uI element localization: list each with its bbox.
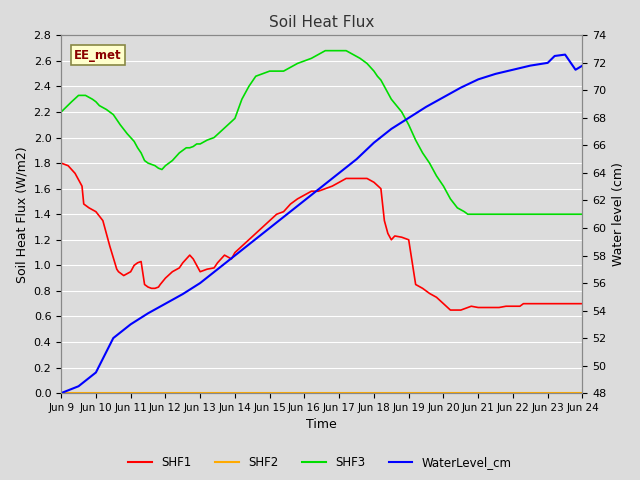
WaterLevel_cm [106, 342, 114, 348]
WaterLevel_cm [318, 184, 326, 190]
WaterLevel_cm [370, 140, 378, 145]
WaterLevel_cm [102, 349, 110, 355]
WaterLevel_cm [353, 156, 360, 162]
SHF3 [321, 48, 329, 54]
WaterLevel_cm [561, 52, 569, 58]
WaterLevel_cm [509, 67, 517, 72]
WaterLevel_cm [492, 71, 499, 77]
Line: SHF3: SHF3 [61, 51, 582, 214]
WaterLevel_cm [422, 104, 430, 110]
WaterLevel_cm [527, 63, 534, 69]
Legend: SHF1, SHF2, SHF3, WaterLevel_cm: SHF1, SHF2, SHF3, WaterLevel_cm [124, 452, 516, 474]
WaterLevel_cm [58, 390, 65, 396]
WaterLevel_cm [474, 76, 482, 82]
WaterLevel_cm [92, 370, 100, 375]
Line: SHF1: SHF1 [61, 163, 582, 310]
WaterLevel_cm [179, 291, 187, 297]
SHF3 [294, 60, 301, 66]
SHF3 [127, 135, 134, 141]
WaterLevel_cm [551, 53, 559, 59]
WaterLevel_cm [579, 63, 586, 69]
WaterLevel_cm [266, 225, 273, 231]
WaterLevel_cm [387, 126, 395, 132]
SHF3 [116, 122, 124, 128]
WaterLevel_cm [214, 266, 221, 272]
WaterLevel_cm [544, 60, 552, 66]
SHF1 [457, 307, 465, 313]
SHF3 [58, 109, 65, 115]
SHF1 [447, 307, 454, 313]
SHF3 [151, 163, 159, 168]
SHF1 [440, 301, 447, 307]
WaterLevel_cm [196, 280, 204, 286]
SHF1 [579, 301, 586, 307]
Line: WaterLevel_cm: WaterLevel_cm [61, 55, 582, 393]
WaterLevel_cm [231, 252, 239, 258]
WaterLevel_cm [335, 170, 343, 176]
WaterLevel_cm [144, 311, 152, 316]
SHF3 [217, 128, 225, 134]
SHF3 [464, 211, 472, 217]
WaterLevel_cm [301, 198, 308, 204]
WaterLevel_cm [127, 322, 134, 327]
SHF1 [450, 307, 458, 313]
WaterLevel_cm [440, 95, 447, 100]
SHF3 [579, 211, 586, 217]
SHF1 [481, 305, 489, 311]
X-axis label: Time: Time [307, 419, 337, 432]
WaterLevel_cm [284, 211, 291, 217]
WaterLevel_cm [109, 335, 117, 341]
WaterLevel_cm [405, 115, 413, 121]
SHF1 [58, 160, 65, 166]
WaterLevel_cm [161, 301, 169, 307]
SHF3 [523, 211, 531, 217]
WaterLevel_cm [75, 384, 83, 389]
Y-axis label: Water level (cm): Water level (cm) [612, 162, 625, 266]
SHF1 [419, 286, 426, 291]
WaterLevel_cm [248, 239, 256, 245]
Y-axis label: Soil Heat Flux (W/m2): Soil Heat Flux (W/m2) [15, 146, 28, 283]
SHF1 [342, 176, 350, 181]
WaterLevel_cm [457, 85, 465, 91]
Title: Soil Heat Flux: Soil Heat Flux [269, 15, 374, 30]
WaterLevel_cm [572, 67, 579, 72]
Text: EE_met: EE_met [74, 48, 122, 61]
WaterLevel_cm [99, 356, 107, 361]
